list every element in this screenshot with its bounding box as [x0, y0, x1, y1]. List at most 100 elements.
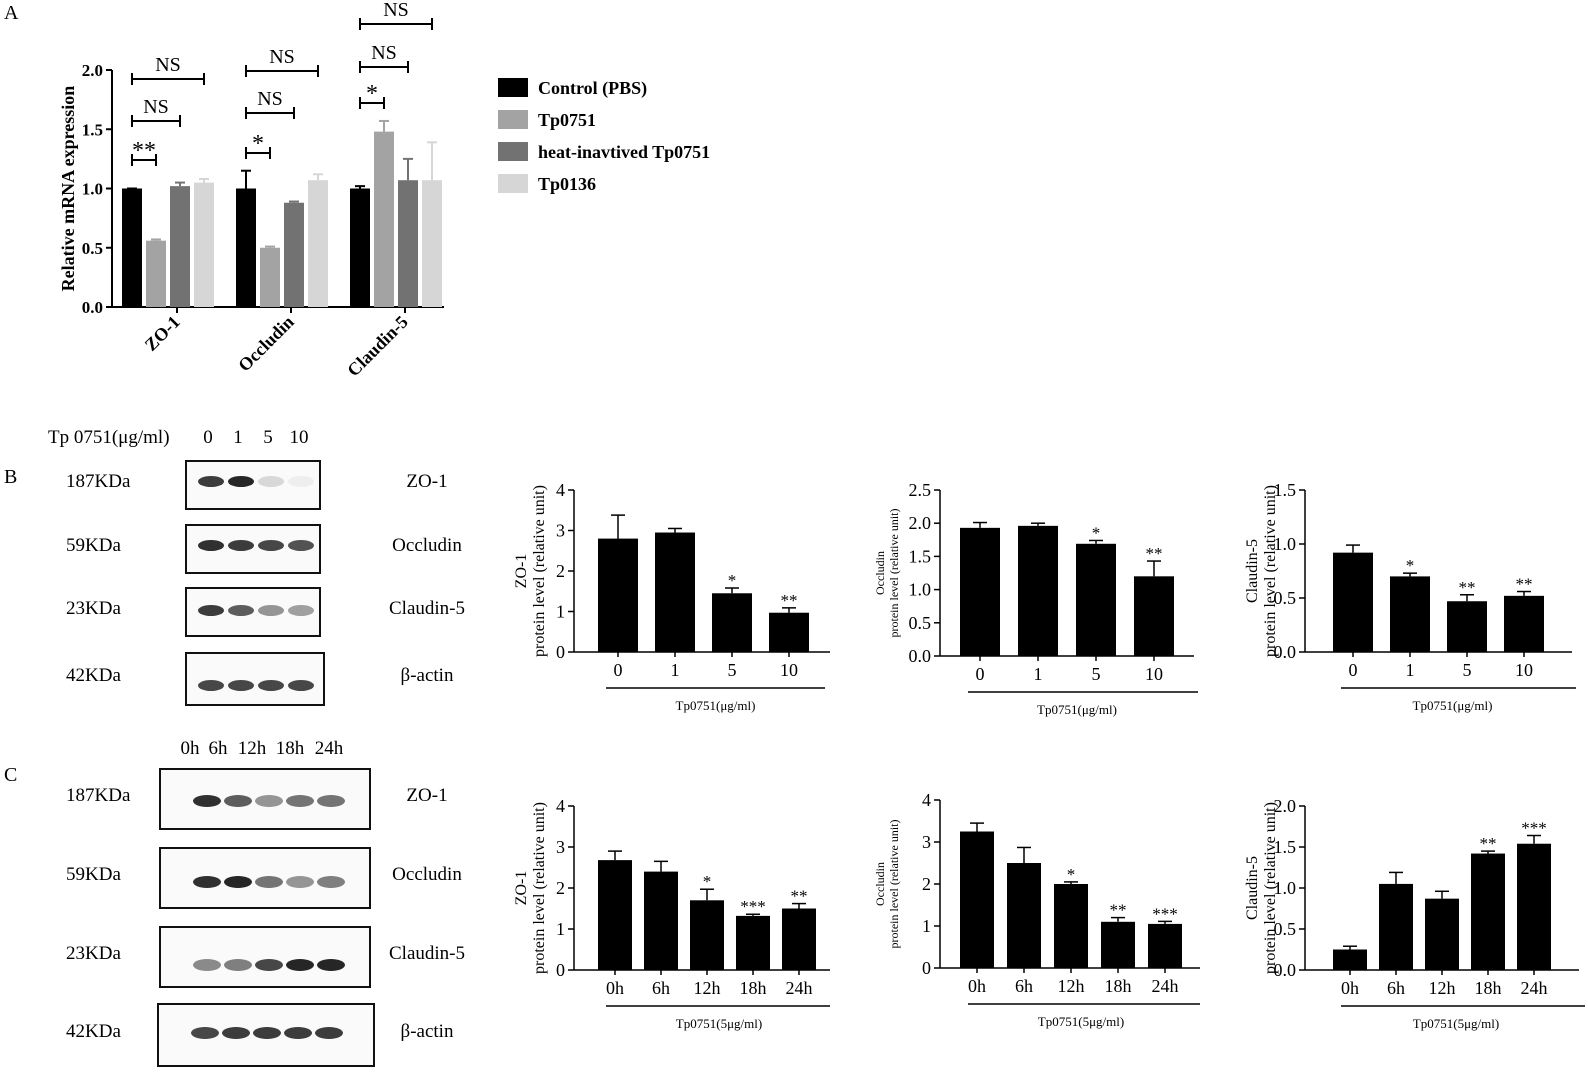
lane-label: 12h — [237, 738, 267, 759]
y-tick-label: 0 — [556, 960, 565, 980]
bar — [690, 900, 724, 970]
x-tick-label: 5 — [1463, 660, 1472, 680]
bar — [1333, 552, 1373, 652]
protein-band — [288, 539, 314, 551]
protein-band — [288, 475, 314, 487]
protein-band — [286, 959, 314, 971]
blot-strip — [159, 768, 371, 830]
y-tick-label: 2.0 — [1274, 796, 1297, 816]
molecular-weight-label: 23KDa — [66, 943, 121, 964]
bar — [284, 202, 304, 307]
x-tick-label: 0 — [614, 660, 623, 680]
bar — [598, 538, 638, 652]
protein-band — [317, 876, 345, 888]
y-tick-label: 0.0 — [1274, 960, 1297, 980]
significance-label: NS — [383, 0, 409, 21]
lane-label: 0h — [180, 738, 200, 759]
x-tick-label: Claudin-5 — [343, 312, 412, 381]
significance-label: ** — [791, 887, 808, 906]
protein-band — [286, 876, 314, 888]
bar — [960, 527, 1000, 656]
protein-band — [255, 795, 283, 807]
bar — [1333, 949, 1367, 970]
x-tick-label: 12h — [1058, 976, 1085, 996]
chart-c-zo1: 0 1 2 3 4 ZO-1 protein level (relative unit) 0h… — [513, 796, 830, 1031]
protein-band — [315, 1027, 343, 1039]
bar — [194, 182, 214, 307]
y-tick-label: 1.0 — [1274, 534, 1297, 554]
panel-label-a: A — [4, 2, 19, 24]
y-tick-label: 1.0 — [1274, 878, 1297, 898]
lane-label: 6h — [208, 738, 228, 759]
blot-strip — [185, 652, 325, 706]
protein-label: Occludin — [392, 535, 462, 556]
protein-band — [193, 959, 221, 971]
significance-label: *** — [1521, 819, 1547, 838]
y-tick-label: 0.5 — [1274, 919, 1297, 939]
lane-label: 0 — [203, 427, 213, 448]
x-tick-label: 1 — [671, 660, 680, 680]
bar — [1101, 921, 1135, 968]
bar — [350, 188, 370, 307]
y-tick-label: 1.5 — [82, 120, 103, 139]
protein-band — [258, 539, 284, 551]
bar — [146, 240, 166, 307]
protein-band — [222, 1027, 250, 1039]
y-tick-label: 0.5 — [1274, 588, 1297, 608]
bar — [1425, 898, 1459, 970]
bar — [170, 186, 190, 307]
x-axis-label: Tp0751(μg/ml) — [1037, 702, 1117, 717]
bar — [1379, 883, 1413, 970]
legend-swatch — [498, 174, 528, 193]
protein-band — [228, 539, 254, 551]
blot-strip — [185, 524, 321, 574]
x-tick-label: 0h — [606, 978, 624, 998]
x-tick-label: 0 — [976, 664, 985, 684]
y-axis-label: Relative mRNA expression — [58, 86, 78, 292]
bar — [1504, 595, 1544, 652]
x-axis-label: Tp0751(5μg/ml) — [676, 1016, 762, 1031]
blot-strip — [157, 1003, 375, 1067]
protein-band — [228, 475, 254, 487]
protein-band — [286, 795, 314, 807]
x-tick-label: 6h — [1387, 978, 1405, 998]
x-tick-label: Occludin — [234, 312, 298, 376]
y-axis-label: Claudin-5 — [1245, 539, 1261, 603]
legend-swatch — [498, 78, 528, 97]
protein-band — [284, 1027, 312, 1039]
blot-strip — [185, 460, 321, 510]
x-tick-label: 0h — [968, 976, 986, 996]
lane-label: 18h — [275, 738, 305, 759]
significance-label: NS — [269, 46, 295, 68]
x-tick-label: 24h — [1152, 976, 1179, 996]
y-tick-label: 0 — [556, 642, 565, 662]
significance-label: * — [1092, 523, 1101, 542]
legend-swatch — [498, 142, 528, 161]
protein-band — [198, 475, 224, 487]
bar — [1517, 843, 1551, 970]
bar — [1007, 863, 1041, 968]
y-tick-label: 2 — [556, 878, 565, 898]
y-axis-label: protein level (relative unit) — [1262, 802, 1279, 974]
bar — [374, 131, 394, 307]
blot-strip — [159, 926, 371, 988]
protein-band — [317, 795, 345, 807]
protein-band — [258, 475, 284, 487]
protein-band — [255, 876, 283, 888]
y-tick-label: 1 — [556, 919, 565, 939]
y-axis-label: ZO-1 — [513, 871, 530, 906]
x-tick-label: 24h — [786, 978, 813, 998]
protein-band — [228, 679, 254, 691]
x-tick-label: 18h — [740, 978, 767, 998]
protein-label: Claudin-5 — [389, 943, 465, 964]
y-tick-label: 3 — [556, 837, 565, 857]
y-tick-label: 0.0 — [82, 298, 103, 317]
y-tick-label: 2.5 — [909, 480, 932, 500]
y-tick-label: 1.5 — [909, 546, 932, 566]
protein-label: Claudin-5 — [389, 598, 465, 619]
bar — [1134, 576, 1174, 656]
x-tick-label: 18h — [1475, 978, 1502, 998]
y-tick-label: 0 — [922, 958, 931, 978]
molecular-weight-label: 187KDa — [66, 785, 131, 806]
